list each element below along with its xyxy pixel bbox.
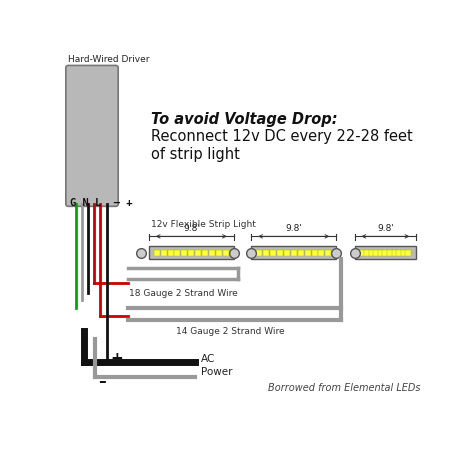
Text: Borrowed from Elemental LEDs: Borrowed from Elemental LEDs xyxy=(268,383,421,393)
Text: AC
Power: AC Power xyxy=(201,354,233,377)
Text: +: + xyxy=(110,351,123,365)
FancyBboxPatch shape xyxy=(66,66,118,207)
Text: 18 Gauge 2 Strand Wire: 18 Gauge 2 Strand Wire xyxy=(129,289,238,298)
Bar xyxy=(355,247,416,259)
Text: Reconnect 12v DC every 22-28 feet
of strip light: Reconnect 12v DC every 22-28 feet of str… xyxy=(151,129,413,162)
Text: 9.8': 9.8' xyxy=(377,224,394,233)
Text: To avoid Voltage Drop:: To avoid Voltage Drop: xyxy=(151,112,338,127)
Bar xyxy=(149,247,234,259)
Text: 14 Gauge 2 Strand Wire: 14 Gauge 2 Strand Wire xyxy=(175,327,284,336)
Text: –: – xyxy=(98,374,106,389)
Text: Hard-Wired Driver: Hard-Wired Driver xyxy=(68,55,150,64)
Bar xyxy=(251,247,336,259)
Text: 9.8': 9.8' xyxy=(285,224,302,233)
Text: 9.8': 9.8' xyxy=(183,224,200,233)
Text: 12v Flexible Strip Light: 12v Flexible Strip Light xyxy=(151,220,256,229)
Text: G N L  – +: G N L – + xyxy=(71,198,133,208)
